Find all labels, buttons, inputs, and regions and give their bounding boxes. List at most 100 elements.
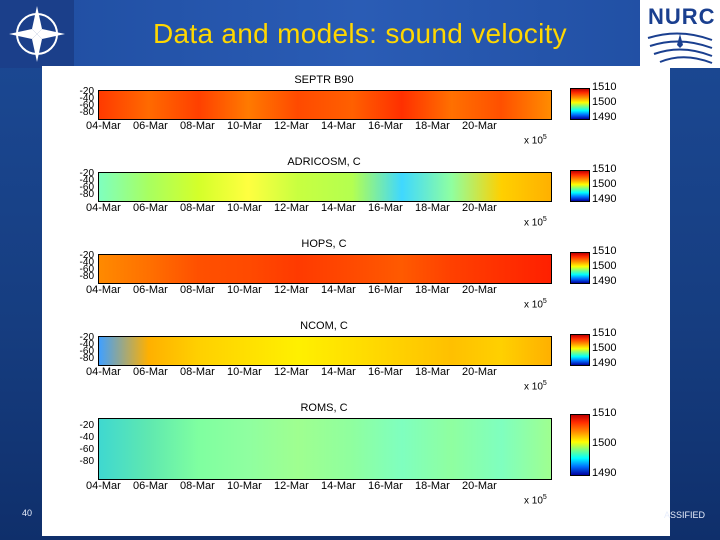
colorbar-tick-label: 1490 [592,467,617,479]
x-scale-exponent: 5 [542,134,547,141]
x-tick-label: 14-Mar [321,480,356,492]
panel-title: SEPTR B90 [294,74,354,86]
x-scale-exponent: 5 [542,380,547,387]
x-tick-label: 12-Mar [274,202,309,214]
x-tick-label: 16-Mar [368,120,403,132]
slide-title: Data and models: sound velocity [153,18,567,49]
y-tick-label: -80 [79,189,94,200]
y-tick-label: -40 [79,432,94,443]
classification-label: ASSIFIED [664,510,706,520]
x-tick-label: 16-Mar [368,366,403,378]
x-scale-base: x 10 [524,299,543,311]
nurc-logo-text: NURC [648,4,716,29]
panel-title: ADRICOSM, C [287,156,361,168]
colorbar-tick-label: 1510 [592,245,617,257]
x-scale-label: x 105 [524,216,547,228]
x-tick-label: 04-Mar [86,284,121,296]
y-tick-label: -40 [79,339,94,350]
x-scale-label: x 105 [524,134,547,146]
x-scale-label: x 105 [524,494,547,506]
velocity-section-plot [98,336,552,366]
y-tick-label: -60 [79,182,94,193]
x-tick-label: 12-Mar [274,120,309,132]
x-tick-label: 18-Mar [415,202,450,214]
x-tick-label: 16-Mar [368,202,403,214]
x-tick-label: 20-Mar [462,480,497,492]
x-tick-label: 16-Mar [368,480,403,492]
colorbar-tick-label: 1500 [592,178,617,190]
y-tick-label: -60 [79,264,94,275]
x-tick-label: 14-Mar [321,366,356,378]
x-scale-base: x 10 [524,495,543,507]
y-tick-label: -40 [79,257,94,268]
colorbar-tick-label: 1490 [592,193,617,205]
x-tick-label: 12-Mar [274,366,309,378]
x-tick-label: 08-Mar [180,284,215,296]
y-tick-label: -20 [79,168,94,179]
colorbar-tick-label: 1490 [592,275,617,287]
x-tick-label: 10-Mar [227,202,262,214]
x-tick-label: 08-Mar [180,120,215,132]
y-tick-label: -40 [79,93,94,104]
velocity-section-plot [98,254,552,284]
y-tick-label: -20 [79,250,94,261]
y-tick-label: -20 [79,332,94,343]
x-tick-label: 08-Mar [180,202,215,214]
colorbar [570,170,590,202]
x-tick-label: 14-Mar [321,120,356,132]
colorbar-tick-label: 1500 [592,96,617,108]
y-tick-label: -40 [79,175,94,186]
colorbar [570,88,590,120]
colorbar-tick-label: 1500 [592,342,617,354]
colorbar [570,414,590,476]
y-tick-label: -60 [79,444,94,455]
x-tick-label: 04-Mar [86,366,121,378]
panel-title: ROMS, C [300,402,348,414]
title-bar [0,0,720,68]
x-tick-label: 04-Mar [86,202,121,214]
x-scale-base: x 10 [524,135,543,147]
x-tick-label: 10-Mar [227,480,262,492]
nato-star-icon [9,6,65,62]
colorbar-tick-label: 1500 [592,260,617,272]
x-tick-label: 18-Mar [415,366,450,378]
colorbar [570,334,590,366]
colorbar-tick-label: 1490 [592,111,617,123]
y-tick-label: -60 [79,100,94,111]
y-tick-label: -60 [79,346,94,357]
x-tick-label: 06-Mar [133,366,168,378]
panel-title: HOPS, C [301,238,347,250]
colorbar [570,252,590,284]
x-tick-label: 12-Mar [274,284,309,296]
panel-title: NCOM, C [300,320,348,332]
slide-number: 40 [22,508,33,518]
x-tick-label: 04-Mar [86,480,121,492]
x-tick-label: 06-Mar [133,480,168,492]
x-tick-label: 12-Mar [274,480,309,492]
x-scale-base: x 10 [524,381,543,393]
y-tick-label: -80 [79,107,94,118]
y-tick-label: -20 [79,86,94,97]
x-tick-label: 16-Mar [368,284,403,296]
colorbar-tick-label: 1510 [592,327,617,339]
x-tick-label: 08-Mar [180,366,215,378]
x-scale-label: x 105 [524,298,547,310]
x-scale-exponent: 5 [542,494,547,501]
x-tick-label: 10-Mar [227,366,262,378]
velocity-section-plot [98,90,552,120]
x-tick-label: 18-Mar [415,284,450,296]
velocity-section-plot [98,418,552,480]
colorbar-tick-label: 1500 [592,437,617,449]
y-tick-label: -80 [79,271,94,282]
colorbar-tick-label: 1490 [592,357,617,369]
x-tick-label: 20-Mar [462,284,497,296]
velocity-section-plot [98,172,552,202]
x-tick-label: 06-Mar [133,202,168,214]
x-scale-label: x 105 [524,380,547,392]
x-scale-exponent: 5 [542,216,547,223]
y-tick-label: -80 [79,456,94,467]
x-tick-label: 20-Mar [462,366,497,378]
sound-velocity-figure: SEPTR B90 -20 -40 -60 -80 04-Mar 06-Mar 08-Mar 1… [42,66,670,536]
x-tick-label: 18-Mar [415,120,450,132]
colorbar-tick-label: 1510 [592,81,617,93]
